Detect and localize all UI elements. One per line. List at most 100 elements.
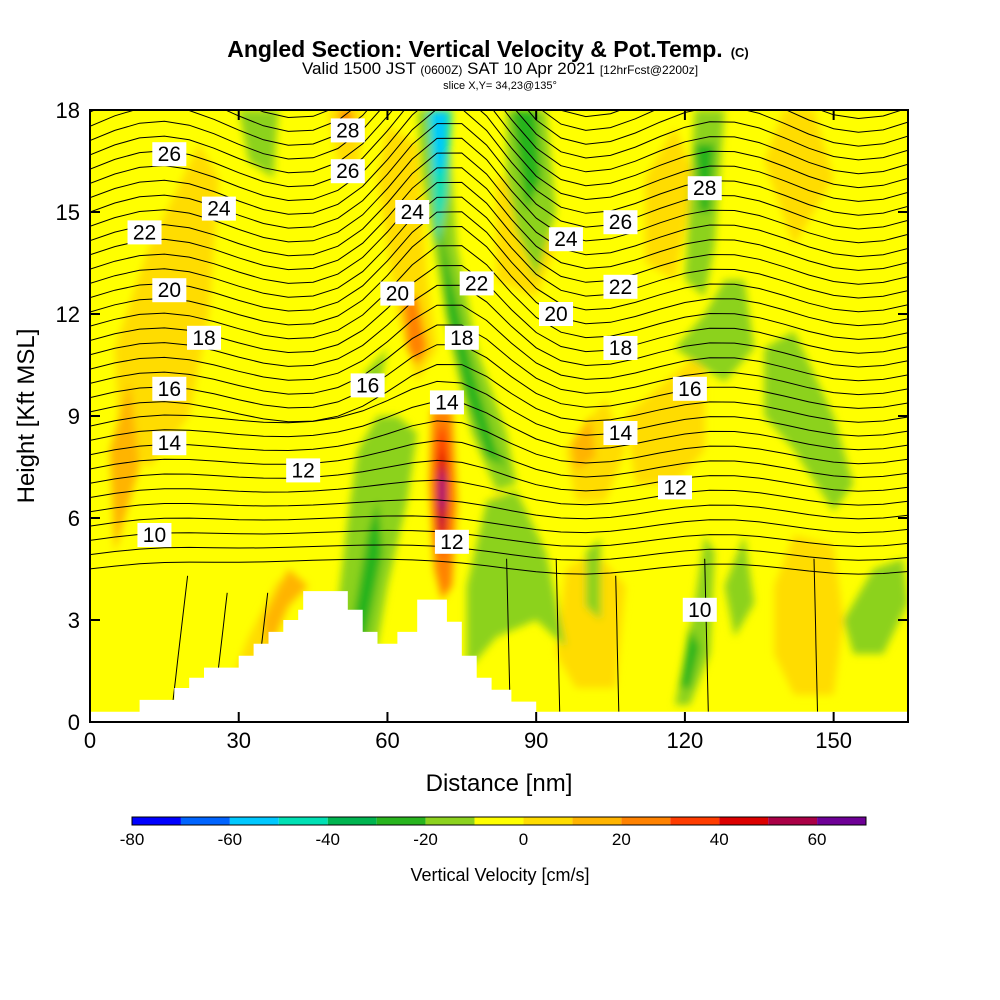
isentrope-label: 12 [434,529,469,554]
isentrope-label-box [687,176,722,201]
isentrope [90,196,908,299]
isentrope-label: 24 [548,227,583,252]
isentrope-label-text: 12 [291,459,314,482]
isentrope-label-text: 20 [386,283,409,306]
isentrope-label-text: 12 [663,476,686,499]
y-tick-label: 12 [56,302,80,327]
isentrope-label: 16 [152,376,187,401]
y-tick-label: 9 [68,404,80,429]
updraft-zone [556,552,626,688]
isentrope [555,558,561,712]
isentrope-label-box [152,142,187,167]
isentrope-label: 14 [603,421,638,445]
x-tick-label: 150 [815,728,852,753]
isentrope-label: 28 [330,118,365,143]
y-axis-label: Height [Kft MSL] [13,329,40,504]
downdraft-zone [764,331,854,512]
downdraft-zone [679,626,700,688]
isentrope-label-box [548,227,583,252]
colorbar-swatch [768,817,818,825]
isentrope-label-box [657,475,692,500]
isentrope [90,167,908,271]
colorbar-tick-label: -80 [120,830,145,849]
isentrope-label-box [286,458,321,483]
downdraft-zone [674,280,755,382]
isentrope [813,558,818,712]
isentrope [506,558,511,712]
colorbar-tick-label: -60 [218,830,243,849]
isentrope-label-box [682,597,717,622]
isentrope [90,420,908,465]
x-tick-label: 90 [524,728,548,753]
isentrope-label-text: 22 [465,272,488,295]
isentrope-label-box [395,200,430,224]
x-axis-label: Distance [nm] [426,770,573,797]
updraft-zone [114,144,219,467]
subtitle-date: SAT 10 Apr 2021 [467,59,595,78]
colorbar-tick-label: 0 [519,830,528,849]
isentrope-label-text: 24 [554,228,578,251]
colorbar-swatch [523,817,573,825]
isentrope-label: 12 [286,458,321,483]
downdraft-zone [511,110,542,212]
updraft-core [439,470,444,511]
isentrope [90,459,908,492]
chart-title: Angled Section: Vertical Velocity & Pot.… [227,36,749,62]
isentrope-label-box [603,210,638,235]
isentrope-label: 12 [657,475,692,500]
isentrope-label: 22 [459,271,494,296]
downdraft-core [427,110,452,246]
isentrope [90,479,908,506]
isentrope-label-text: 20 [544,303,567,326]
chart-subtitle-1: Valid 1500 JST (0600Z) SAT 10 Apr 2021 [… [302,59,698,78]
isentrope-label: 18 [603,336,638,360]
isentrope-label-text: 22 [609,276,632,299]
updraft-zone [764,110,834,246]
colorbar-tick-label: 20 [612,830,631,849]
isentrope [90,558,908,575]
isentrope-label-box [152,278,187,303]
isentrope-label: 18 [444,325,479,350]
colorbar-swatch [621,817,671,825]
isentrope [90,400,908,451]
subtitle-utc: (0600Z) [420,63,462,77]
downdraft-zone [724,535,755,637]
colorbar-tick-label: 40 [710,830,729,849]
isentrope-label-text: 16 [158,378,181,401]
isentrope-label-box [127,220,162,245]
y-tick-label: 18 [56,98,80,123]
isentrope-label-box [444,325,479,350]
isentrope-label-box [459,271,494,296]
x-tick-label: 120 [667,728,704,753]
isentrope-label: 26 [330,159,365,184]
isentrope [90,152,908,258]
colorbar-tick-label: 60 [808,830,827,849]
isentrope-label-text: 18 [450,327,473,350]
isentrope [90,544,908,561]
isentrope-label: 26 [152,142,187,167]
isentrope [90,529,908,548]
y-tick-label: 3 [68,608,80,633]
isentrope-label-text: 24 [401,201,425,224]
isentrope-label-box [330,159,365,184]
isentrope-label-box [201,196,236,221]
isentrope-label-text: 20 [158,279,181,302]
chart-subtitle-2: slice X,Y= 34,23@135° [443,80,557,92]
isentrope [90,284,908,368]
isentrope [90,181,908,285]
updraft-zone [645,127,695,280]
chart-title-units: (C) [731,45,749,60]
isentrope-label-box [152,376,187,401]
colorbar-swatch [132,817,181,825]
isentrope-label: 20 [152,278,187,303]
isentrope-label-box [330,118,365,143]
isentrope-label-box [603,274,638,299]
updraft-zone [570,416,596,471]
isentrope [90,380,908,437]
isentrope-label-text: 14 [158,432,182,455]
colorbar-swatch [474,817,524,825]
isentrope-label-box [434,529,469,554]
subtitle-fcst: [12hrFcst@2200z] [600,63,698,77]
isentrope [90,324,908,396]
isentrope-label-box [672,376,707,401]
